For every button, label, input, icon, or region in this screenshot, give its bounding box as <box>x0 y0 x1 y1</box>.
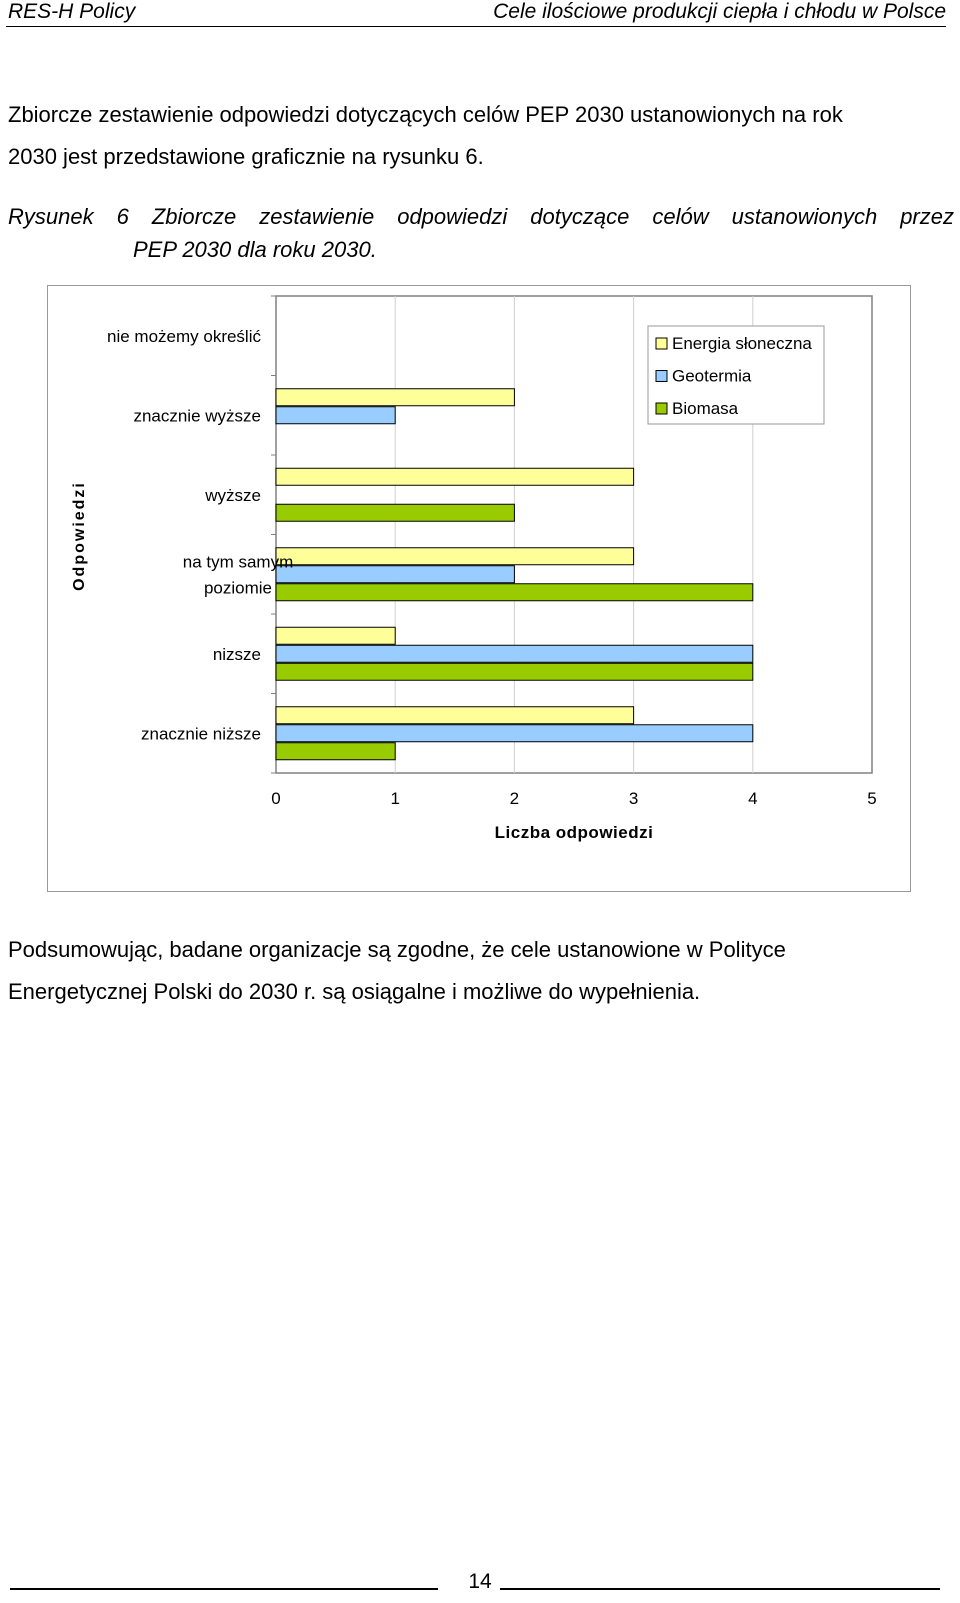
conclusion-line-1: Podsumowując, badane organizacje są zgod… <box>8 937 786 962</box>
intro-line-1: Zbiorcze zestawienie odpowiedzi dotycząc… <box>8 102 843 127</box>
bar-biomasa-5 <box>275 742 396 761</box>
bar-biomasa-3 <box>275 583 754 602</box>
legend-label: Geotermia <box>672 367 752 386</box>
figure-caption: Rysunek 6 Zbiorcze zestawienie odpowiedz… <box>8 200 954 266</box>
category-label: wyższe <box>204 486 261 505</box>
intro-line-2: 2030 jest przedstawione graficznie na ry… <box>8 144 484 169</box>
bar-chart: nie możemy określić znacznie wyższe wyższe… <box>71 295 877 842</box>
legend-swatch <box>655 337 668 350</box>
x-tick-label: 0 <box>271 789 280 808</box>
bar-energia-słoneczna-5 <box>275 706 635 725</box>
x-tick-label: 5 <box>867 789 876 808</box>
page-number: 14 <box>468 1570 492 1593</box>
page-header: RES-H Policy Cele ilościowe produkcji ci… <box>6 0 946 27</box>
category-label: znacznie niższe <box>141 724 261 743</box>
bar-geotermia-3 <box>275 565 515 584</box>
category-label: nie możemy określić <box>107 327 261 346</box>
caption-line-2: PEP 2030 dla roku 2030. <box>133 237 377 262</box>
x-tick-labels: 0 1 2 3 4 5 <box>271 789 876 808</box>
chart-container: nie możemy określić znacznie wyższe wyższe… <box>47 285 911 892</box>
category-label: nizsze <box>213 645 261 664</box>
x-tick-label: 4 <box>748 789 757 808</box>
conclusion-line-2: Energetycznej Polski do 2030 r. są osiąg… <box>8 979 701 1004</box>
category-label: znacznie wyższe <box>133 406 261 425</box>
intro-paragraph: Zbiorcze zestawienie odpowiedzi dotycząc… <box>8 94 954 178</box>
bar-geotermia-1 <box>275 406 396 425</box>
bar-energia-słoneczna-2 <box>275 467 635 486</box>
footer-rule-left <box>10 1588 438 1590</box>
bars <box>275 388 754 761</box>
header-left-title: RES-H Policy <box>8 0 136 23</box>
bar-energia-słoneczna-3 <box>275 547 635 566</box>
legend-swatch <box>655 402 668 415</box>
header-right-title: Cele ilościowe produkcji ciepła i chłodu… <box>493 0 946 23</box>
bar-geotermia-4 <box>275 644 754 663</box>
x-tick-label: 2 <box>510 789 519 808</box>
bar-biomasa-4 <box>275 662 754 681</box>
legend-label: Biomasa <box>672 399 739 418</box>
footer-rule-right <box>500 1588 940 1590</box>
legend-label: Energia słoneczna <box>672 334 812 353</box>
caption-line-1: Rysunek 6 Zbiorcze zestawienie odpowiedz… <box>8 204 954 229</box>
x-axis-label: Liczba odpowiedzi <box>495 823 654 842</box>
bar-energia-słoneczna-1 <box>275 388 515 407</box>
category-labels: nie możemy określić znacznie wyższe wyższe… <box>107 327 293 744</box>
conclusion-paragraph: Podsumowując, badane organizacje są zgod… <box>8 929 954 1013</box>
legend: Energia słoneczna Geotermia Biomasa <box>647 325 825 425</box>
x-tick-label: 3 <box>629 789 638 808</box>
category-label: na tym samym poziomie <box>183 552 294 597</box>
bar-energia-słoneczna-4 <box>275 626 396 645</box>
legend-swatch <box>655 370 668 382</box>
y-axis-label: Odpowiedzi <box>71 481 88 591</box>
bar-biomasa-2 <box>275 503 515 522</box>
x-tick-label: 1 <box>390 789 399 808</box>
legend-box <box>647 325 825 425</box>
bar-geotermia-5 <box>275 724 754 743</box>
gridlines <box>271 295 754 774</box>
